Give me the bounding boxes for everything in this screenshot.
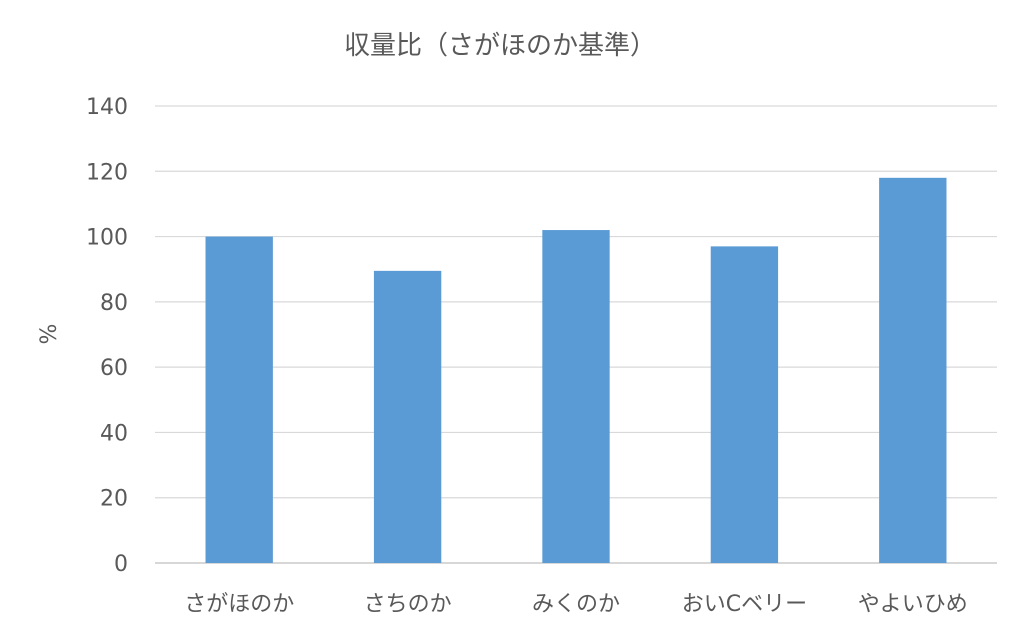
bars — [205, 177, 947, 564]
chart-title: 収量比（さがほのか基準） — [344, 31, 656, 61]
y-tick-label: 120 — [86, 160, 128, 185]
x-category-label: みくのか — [532, 592, 620, 617]
bar — [542, 230, 610, 564]
y-tick-label: 40 — [100, 421, 128, 446]
bar — [879, 177, 947, 564]
y-tick-label: 60 — [100, 356, 128, 381]
y-tick-label: 0 — [114, 552, 128, 577]
y-tick-label: 20 — [100, 487, 128, 512]
bar — [373, 270, 442, 563]
y-tick-labels: 0 20 40 60 80 100 120 140 — [86, 95, 128, 577]
x-category-label: さがほのか — [184, 592, 294, 617]
x-category-labels: さがほのか さちのか みくのか おいCベリー やよいひめ — [184, 592, 968, 617]
y-tick-label: 100 — [86, 226, 128, 251]
y-axis-title: % — [37, 324, 62, 345]
x-category-label: さちのか — [364, 592, 452, 617]
bar — [710, 246, 779, 563]
y-tick-label: 140 — [86, 95, 128, 120]
x-category-label: おいCベリー — [682, 592, 807, 617]
bar — [205, 236, 273, 564]
y-tick-label: 80 — [100, 291, 128, 316]
x-category-label: やよいひめ — [858, 592, 968, 617]
